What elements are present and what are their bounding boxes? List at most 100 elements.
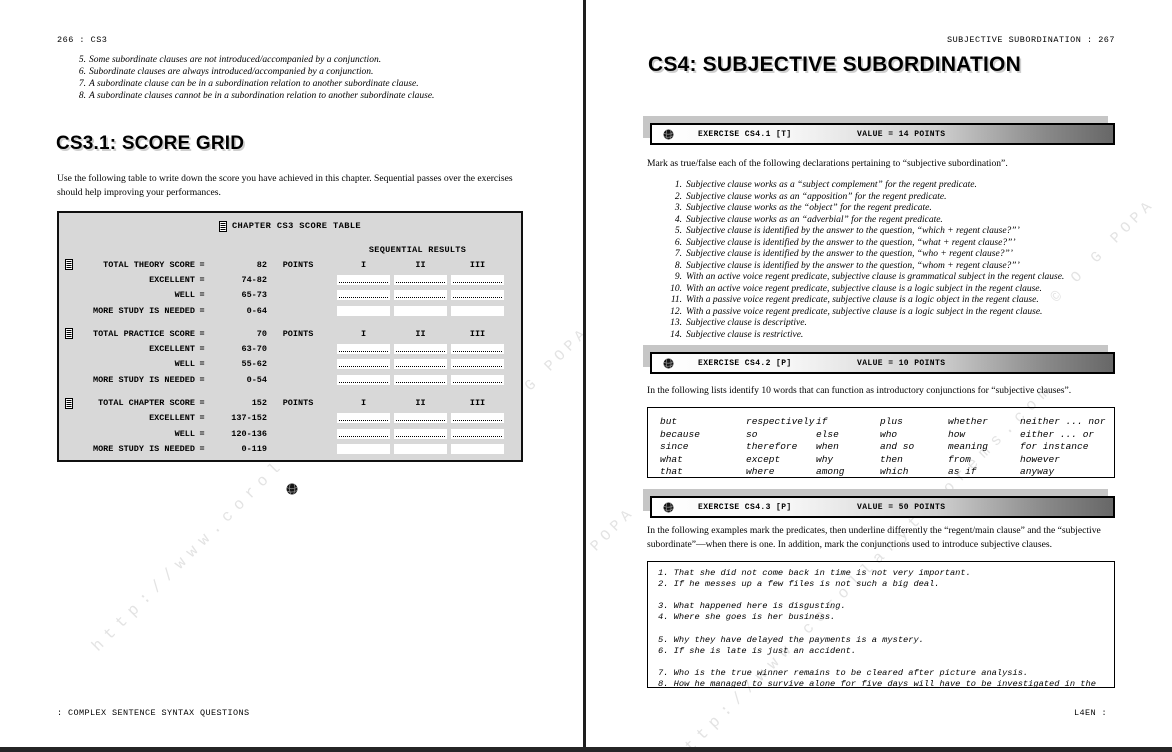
list-item-text: Subordinate clauses are always introduce… bbox=[89, 67, 374, 77]
bottom-edge-line bbox=[0, 747, 1172, 752]
score-section-total: 82 bbox=[256, 259, 267, 270]
points-label: POINTS bbox=[282, 328, 314, 339]
document-icon bbox=[218, 220, 227, 232]
score-section-header: TOTAL PRACTICE SCORE = 70 POINTS I II III bbox=[59, 326, 521, 341]
list-item: 6. Subordinate clauses are always introdu… bbox=[72, 66, 434, 78]
item-number: 2. bbox=[674, 191, 682, 202]
ball-icon bbox=[663, 129, 674, 140]
word-item: which bbox=[880, 466, 909, 478]
score-row-label: EXCELLENT bbox=[149, 413, 195, 424]
left-page-header: 266 : CS3 bbox=[57, 35, 108, 45]
word-column: whether how meaning from as if bbox=[948, 416, 1020, 477]
score-row-label: EXCELLENT bbox=[149, 274, 195, 285]
sentence-line: 8. How he managed to survive alone for f… bbox=[658, 678, 1096, 688]
score-row-range: 65-73 bbox=[241, 290, 267, 301]
list-item-number: 8. bbox=[78, 91, 86, 101]
true-false-item: 4. Subjective clause works as an “adverbi… bbox=[660, 215, 1064, 227]
word-column: if else when why among bbox=[816, 416, 880, 477]
score-entry-box bbox=[337, 344, 390, 355]
score-entry-box bbox=[394, 274, 447, 285]
word-item: whether bbox=[948, 416, 988, 427]
list-item: 7. A subordinate clause can be in a subor… bbox=[72, 78, 434, 90]
left-page-footer: : COMPLEX SENTENCE SYNTAX QUESTIONS bbox=[57, 708, 250, 718]
ball-icon bbox=[663, 502, 674, 513]
ball-icon bbox=[286, 483, 298, 495]
score-entry-box bbox=[394, 305, 447, 316]
score-entry-box bbox=[451, 344, 504, 355]
document-icon bbox=[59, 259, 83, 271]
score-entry-box bbox=[394, 413, 447, 424]
score-row-range: 0-119 bbox=[241, 443, 267, 454]
word-item: when bbox=[816, 441, 839, 453]
word-column: neither ... nor either ... or for instance… bbox=[1020, 416, 1106, 477]
score-row-range: 137-152 bbox=[231, 413, 267, 424]
score-row: WELL = 65-73 bbox=[59, 288, 521, 303]
score-entry-box bbox=[394, 374, 447, 385]
sentence-line: 2. If he messes up a few files is not su… bbox=[658, 579, 940, 590]
true-false-item: 10. With an active voice regent predicate… bbox=[660, 284, 1064, 296]
word-item: since bbox=[660, 441, 689, 453]
watermark-copyright: © O G POPA bbox=[1047, 195, 1160, 307]
item-number: 3. bbox=[674, 203, 682, 213]
score-section-total: 70 bbox=[256, 328, 267, 339]
true-false-item: 13. Subjective clause is descriptive. bbox=[660, 318, 1064, 330]
score-table-body: TOTAL THEORY SCORE = 82 POINTS I II III EXCELLE… bbox=[59, 257, 521, 457]
word-item: respectively bbox=[746, 416, 815, 427]
list-item-number: 5. bbox=[78, 55, 86, 65]
word-item: therefore bbox=[746, 441, 798, 453]
score-entry-box bbox=[337, 290, 390, 301]
score-entry-box bbox=[451, 443, 504, 454]
score-entry-box bbox=[394, 443, 447, 454]
word-item: what bbox=[660, 453, 683, 465]
sentence-line: 5. Why they have delayed the payments is… bbox=[658, 634, 924, 645]
equals-sign: = bbox=[199, 443, 205, 454]
word-column: but because since what that bbox=[660, 416, 746, 477]
item-text: Subjective clause is restrictive. bbox=[686, 329, 804, 340]
points-label: POINTS bbox=[282, 398, 314, 409]
score-row-label: MORE STUDY IS NEEDED bbox=[92, 374, 195, 385]
true-false-item: 9. With an active voice regent predicate,… bbox=[660, 272, 1064, 284]
result-column-header: I bbox=[360, 259, 367, 270]
item-text: With an active voice regent predicate, s… bbox=[686, 283, 1042, 294]
sentence-line: 6. If she is late is just an accident. bbox=[658, 645, 857, 656]
left-intro-list: 5. Some subordinate clauses are not intro… bbox=[72, 54, 435, 102]
result-column-header: II bbox=[415, 328, 426, 339]
exercise-value: VALUE = 10 POINTS bbox=[857, 358, 946, 368]
result-column-headers: I II III bbox=[337, 398, 508, 408]
score-entry-box bbox=[451, 274, 504, 285]
true-false-item: 12. With a passive voice regent predicate… bbox=[660, 307, 1064, 319]
equals-sign: = bbox=[199, 428, 205, 439]
ball-icon bbox=[663, 358, 674, 369]
word-item: then bbox=[880, 453, 903, 465]
right-page: © O G POPA http://www.corollarytheorems.… bbox=[586, 0, 1172, 752]
score-entry-box bbox=[451, 428, 504, 439]
document-icon bbox=[59, 397, 83, 409]
score-section: TOTAL PRACTICE SCORE = 70 POINTS I II III EXCEL… bbox=[59, 326, 521, 387]
score-entry-boxes bbox=[337, 374, 508, 385]
score-section: TOTAL CHAPTER SCORE = 152 POINTS I II III EXCEL… bbox=[59, 395, 521, 456]
score-row: EXCELLENT = 63-70 bbox=[59, 341, 521, 356]
score-row-range: 0-64 bbox=[246, 305, 267, 316]
exercise-bar-cs4-2: EXERCISE CS4.2 [P] VALUE = 10 POINTS bbox=[650, 352, 1115, 374]
word-item: as if bbox=[948, 466, 977, 478]
equals-sign: = bbox=[199, 398, 205, 409]
sentence-line bbox=[658, 590, 1114, 601]
word-item: but bbox=[660, 416, 678, 427]
sequential-results-label: SEQUENTIAL RESULTS bbox=[368, 244, 467, 255]
word-item: however bbox=[1020, 453, 1060, 465]
exercise-bar-cs4-3: EXERCISE CS4.3 [P] VALUE = 50 POINTS bbox=[650, 496, 1115, 518]
score-entry-boxes bbox=[337, 274, 508, 285]
item-text: Subjective clause is identified by the a… bbox=[686, 237, 1016, 248]
score-row: MORE STUDY IS NEEDED = 0-54 bbox=[59, 372, 521, 387]
score-row-label: MORE STUDY IS NEEDED bbox=[92, 305, 195, 316]
score-row-label: MORE STUDY IS NEEDED bbox=[92, 443, 195, 454]
score-row-label: WELL bbox=[174, 359, 195, 370]
score-entry-box bbox=[451, 359, 504, 370]
list-item-text: A subordinate clauses cannot be in a sub… bbox=[89, 91, 435, 101]
exercise2-intro: In the following lists identify 10 words… bbox=[647, 385, 1072, 396]
sentence-line: 3. What happened here is disgusting. bbox=[658, 601, 846, 612]
score-entry-boxes bbox=[337, 359, 508, 370]
score-entry-box bbox=[394, 428, 447, 439]
score-entry-box bbox=[394, 359, 447, 370]
list-item: 5. Some subordinate clauses are not intro… bbox=[72, 54, 434, 66]
